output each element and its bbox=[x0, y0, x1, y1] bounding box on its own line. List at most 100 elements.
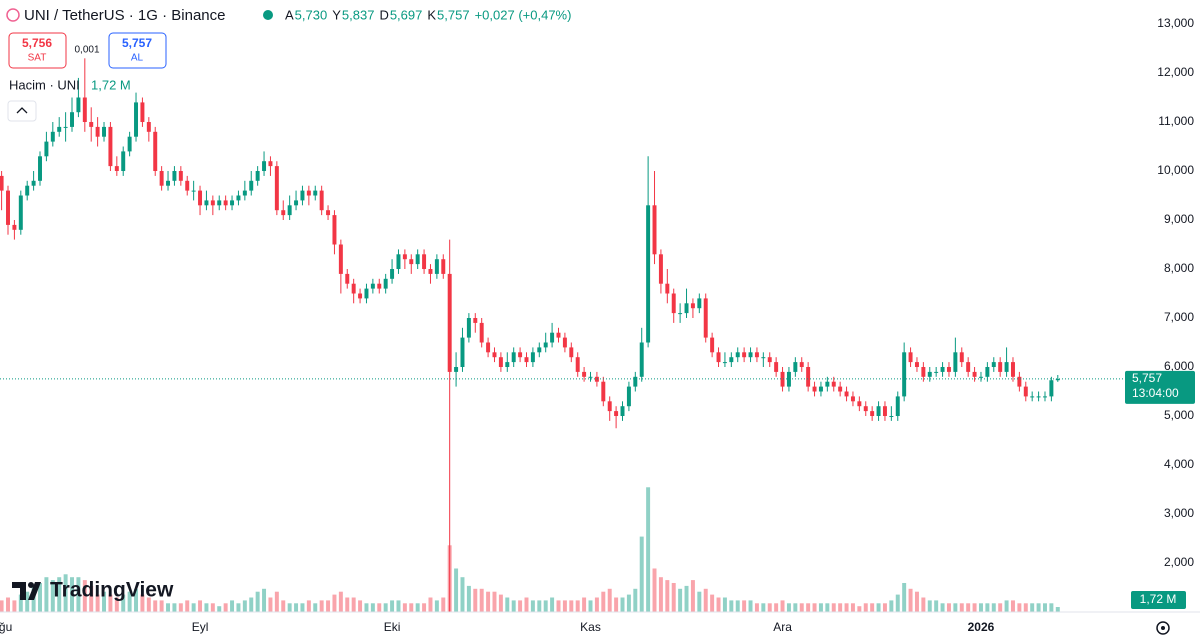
candle-body bbox=[722, 362, 727, 364]
volume-bar bbox=[114, 597, 119, 612]
candle-body bbox=[812, 386, 817, 392]
volume-bar bbox=[268, 597, 273, 612]
volume-bar bbox=[1010, 600, 1015, 612]
volume-bar bbox=[422, 603, 427, 612]
volume-bar bbox=[6, 597, 10, 612]
volume-bar bbox=[953, 603, 958, 612]
volume-bar bbox=[838, 603, 843, 612]
candle-body bbox=[671, 293, 676, 314]
volume-bar bbox=[537, 600, 542, 612]
candle-body bbox=[524, 357, 529, 363]
x-tick-label: Eyl bbox=[192, 620, 209, 634]
candle-body bbox=[844, 391, 849, 397]
candle-body bbox=[831, 381, 836, 387]
volume-bar bbox=[121, 594, 126, 612]
candle-body bbox=[1010, 362, 1015, 377]
volume-bar bbox=[345, 597, 350, 612]
candle-body bbox=[230, 200, 235, 206]
candle-body bbox=[428, 269, 433, 274]
volume-bar bbox=[1030, 603, 1035, 612]
candle-body bbox=[281, 210, 286, 216]
volume-bar bbox=[326, 600, 331, 612]
volume-bar bbox=[889, 600, 894, 612]
candle-body bbox=[774, 362, 779, 372]
candle-body bbox=[70, 112, 74, 127]
volume-bar bbox=[812, 603, 817, 612]
volume-bar bbox=[82, 580, 87, 612]
collapse-button[interactable] bbox=[7, 100, 37, 122]
volume-bar bbox=[524, 597, 529, 612]
candle-body bbox=[786, 371, 791, 387]
candle-body bbox=[607, 401, 612, 412]
volume-tag-value: 1,72 M bbox=[1140, 592, 1177, 606]
volume-bar bbox=[1043, 603, 1047, 612]
volume-bar bbox=[230, 600, 235, 612]
volume-bar bbox=[831, 603, 836, 612]
candle-body bbox=[44, 141, 49, 157]
candle-body bbox=[274, 166, 279, 211]
candle-body bbox=[300, 190, 305, 201]
candle-body bbox=[614, 411, 619, 417]
ohlc-value: 5,697 bbox=[390, 7, 423, 22]
settings-icon-center bbox=[1161, 626, 1165, 630]
volume-bar bbox=[25, 591, 30, 612]
candle-body bbox=[569, 347, 574, 358]
candle-body bbox=[921, 367, 926, 377]
candle-body bbox=[991, 362, 996, 368]
volume-bar bbox=[601, 591, 606, 612]
volume-bar bbox=[332, 594, 337, 612]
candle-body bbox=[473, 318, 478, 323]
volume-bar bbox=[76, 577, 81, 612]
volume-bar bbox=[710, 594, 715, 612]
y-tick-label: 13,000 bbox=[1157, 16, 1194, 30]
candle-body bbox=[102, 126, 107, 137]
sell-label: SAT bbox=[28, 53, 47, 64]
candle-body bbox=[889, 416, 894, 418]
candle-body bbox=[364, 288, 369, 299]
volume-bar bbox=[774, 603, 779, 612]
candle-body bbox=[441, 259, 446, 274]
candle-body bbox=[223, 200, 228, 206]
y-tick-label: 11,000 bbox=[1158, 114, 1194, 128]
volume-bar bbox=[415, 603, 420, 612]
candle-body bbox=[140, 102, 145, 123]
candle-body bbox=[460, 337, 465, 368]
volume-bar bbox=[530, 600, 535, 612]
candle-body bbox=[857, 401, 862, 407]
buy-button[interactable] bbox=[108, 32, 167, 69]
candle-body bbox=[767, 357, 772, 363]
volume-bar bbox=[217, 606, 222, 612]
settings-icon[interactable] bbox=[1156, 621, 1170, 635]
volume-bar bbox=[799, 603, 804, 612]
volume-bar bbox=[236, 603, 241, 612]
candle-body bbox=[1043, 396, 1047, 398]
candle-body bbox=[575, 357, 580, 372]
symbol-title[interactable]: UNI / TetherUS · 1G · Binance bbox=[24, 7, 225, 24]
candle-body bbox=[358, 293, 363, 299]
volume-bar bbox=[146, 597, 151, 612]
candle-body bbox=[95, 126, 100, 137]
sell-button[interactable] bbox=[8, 32, 67, 69]
volume-bar bbox=[1004, 600, 1009, 612]
symbol-icon bbox=[6, 8, 20, 22]
candle-body bbox=[793, 362, 798, 372]
volume-bar bbox=[473, 588, 478, 612]
candle-body bbox=[710, 337, 715, 353]
ohlc-legend: A 5,730 Y 5,837 D 5,697 K 5,757 bbox=[285, 7, 470, 22]
spread: 0,001 bbox=[74, 45, 99, 56]
volume-bar bbox=[908, 588, 913, 612]
candle-body bbox=[402, 254, 407, 260]
volume-bar bbox=[844, 603, 849, 612]
volume-bar bbox=[178, 603, 183, 612]
candle-body bbox=[415, 254, 420, 265]
volume-bar bbox=[594, 597, 599, 612]
volume-bar bbox=[492, 591, 497, 612]
volume-bar bbox=[646, 487, 651, 612]
volume-bar bbox=[966, 603, 971, 612]
candle-body bbox=[908, 352, 913, 363]
market-status bbox=[263, 10, 273, 20]
volume-bar bbox=[18, 594, 23, 612]
volume-bar bbox=[806, 603, 811, 612]
candle-body bbox=[422, 254, 427, 270]
